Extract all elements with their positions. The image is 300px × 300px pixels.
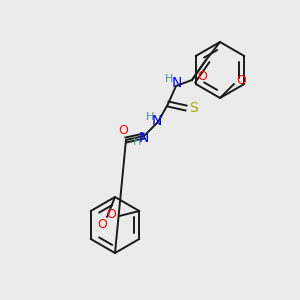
Text: N: N bbox=[152, 114, 162, 128]
Text: O: O bbox=[106, 208, 116, 221]
Text: H: H bbox=[165, 74, 173, 84]
Text: O: O bbox=[118, 124, 128, 136]
Text: O: O bbox=[197, 70, 207, 83]
Text: N: N bbox=[139, 131, 149, 145]
Text: H: H bbox=[146, 112, 154, 122]
Text: S: S bbox=[190, 101, 198, 115]
Text: O: O bbox=[236, 74, 246, 86]
Text: O: O bbox=[97, 218, 107, 232]
Text: H: H bbox=[133, 137, 141, 147]
Text: N: N bbox=[172, 76, 182, 90]
